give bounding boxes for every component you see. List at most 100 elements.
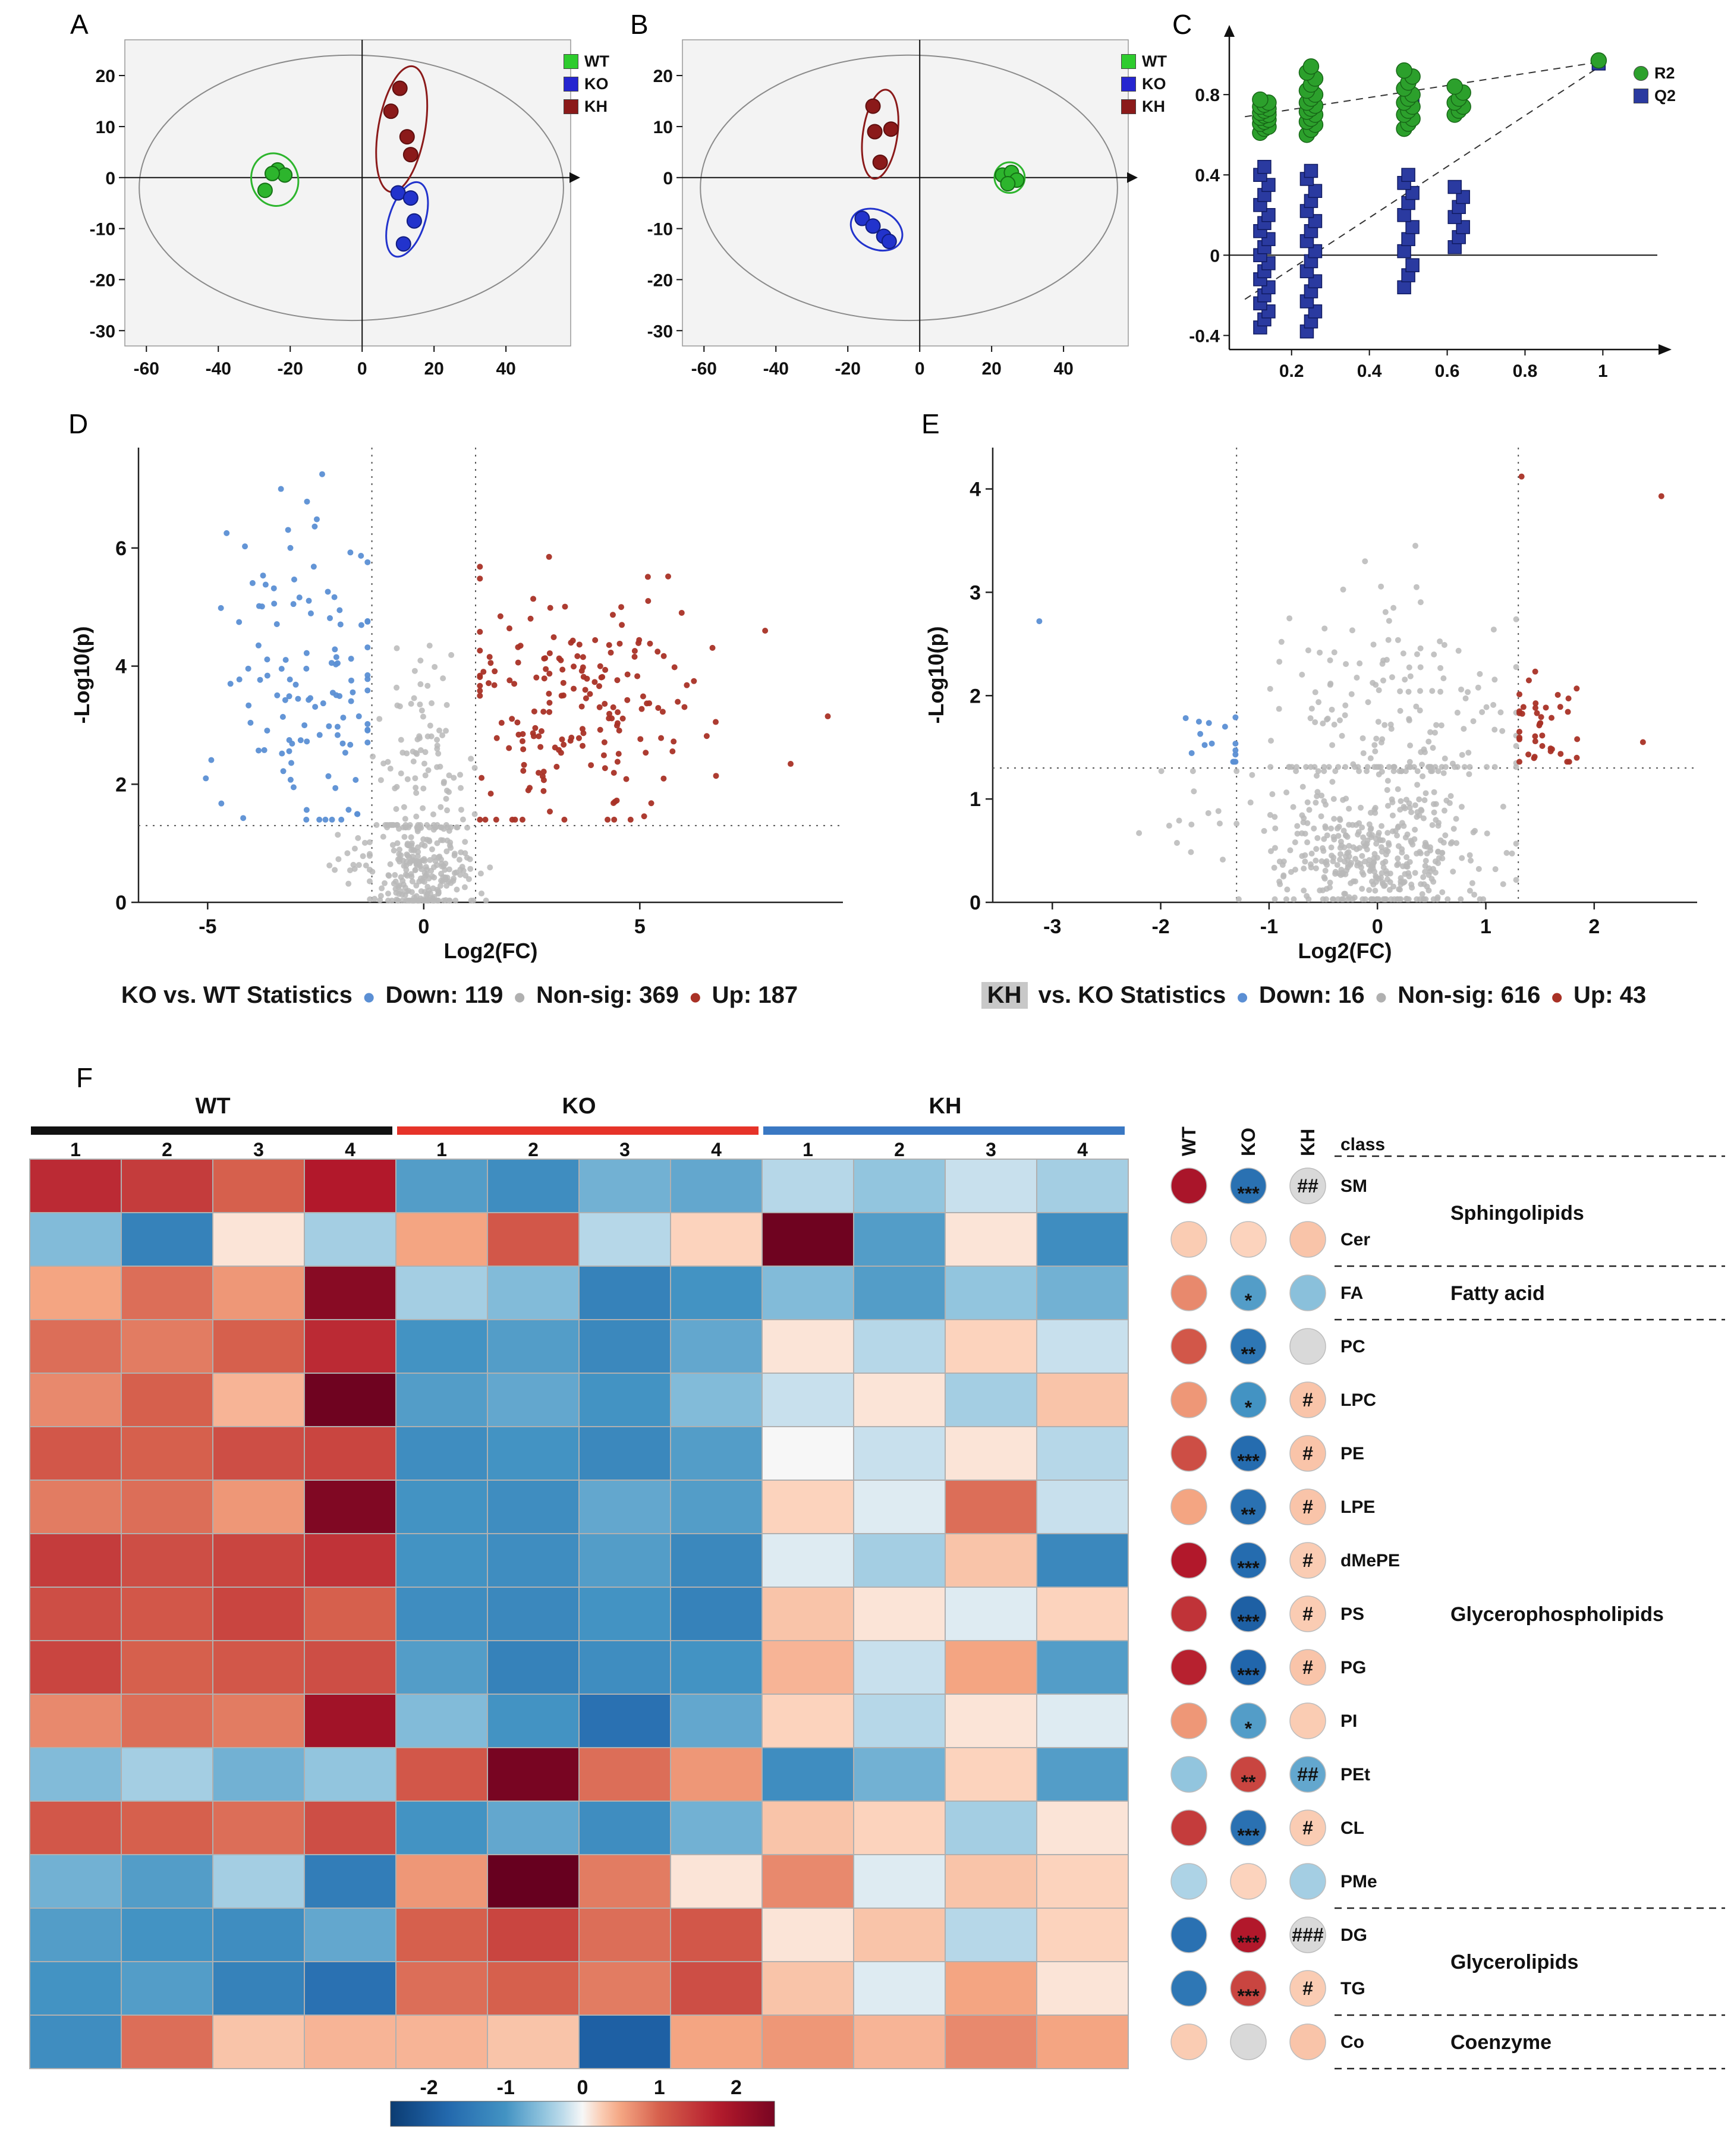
- caption-bullet-icon: •: [363, 978, 375, 1016]
- group-ellipse-KH: [861, 89, 899, 180]
- svg-text:***: ***: [1237, 1985, 1260, 2007]
- svg-text:-20: -20: [647, 270, 673, 290]
- svg-text:6: 6: [115, 537, 127, 560]
- regression-dashed-line: [1245, 61, 1603, 118]
- score-plot-b: -60 -40 -20 0 20 40 20 10 0 -10 -20 -30: [647, 39, 1138, 379]
- group-ellipse-KO: [385, 181, 429, 258]
- svg-text:0: 0: [970, 892, 981, 914]
- caption-title: KO vs. WT Statistics: [121, 982, 353, 1008]
- svg-text:3: 3: [970, 581, 981, 604]
- svg-text:0: 0: [915, 359, 925, 379]
- svg-text:-0.4: -0.4: [1189, 326, 1220, 346]
- svg-text:#: #: [1302, 1496, 1313, 1518]
- svg-text:0: 0: [115, 892, 127, 914]
- score-points-WT: [995, 165, 1025, 192]
- svg-text:PG: PG: [1340, 1658, 1366, 1677]
- legend-item: WT: [564, 52, 609, 71]
- svg-text:SM: SM: [1340, 1176, 1367, 1196]
- svg-text:Fatty acid: Fatty acid: [1450, 1282, 1545, 1305]
- svg-text:PMe: PMe: [1340, 1872, 1377, 1891]
- svg-text:10: 10: [653, 118, 673, 137]
- legend-item: WT: [1121, 52, 1167, 71]
- svg-text:4: 4: [115, 656, 127, 678]
- panel-label-b: B: [630, 9, 649, 40]
- legend-label: R2: [1654, 64, 1675, 82]
- svg-text:2: 2: [894, 1139, 905, 1160]
- score-points-KO: [854, 210, 897, 250]
- volcano-plot-e: -3 -2 -1 0 1 2 0 1 2 3 4 Log2(FC) -Log10(p): [924, 448, 1697, 963]
- svg-text:2: 2: [115, 773, 127, 796]
- caption-stat: Up: 43: [1573, 982, 1647, 1008]
- volcano-points-down: [1036, 618, 1239, 765]
- svg-text:1: 1: [654, 2076, 665, 2099]
- caption-stat: Non-sig: 616: [1398, 982, 1541, 1008]
- y-axis-arrow-icon: [1224, 25, 1235, 37]
- svg-text:10: 10: [96, 118, 115, 137]
- svg-text:2: 2: [1588, 915, 1600, 938]
- svg-text:1: 1: [970, 788, 981, 811]
- svg-text:-30: -30: [647, 322, 673, 341]
- legend-label: Q2: [1654, 87, 1676, 105]
- volcano-points-nonsig: [326, 643, 493, 904]
- svg-text:20: 20: [424, 359, 443, 379]
- group-bar-KH: [763, 1126, 1125, 1135]
- svg-text:20: 20: [96, 67, 115, 86]
- svg-text:1: 1: [1598, 361, 1608, 381]
- svg-text:Coenzyme: Coenzyme: [1450, 2031, 1552, 2054]
- class-dot-matrix: *** ##**** #*** #** #*** #*** #*** #*** ##*** #**…: [1170, 1167, 1326, 2060]
- svg-text:0.8: 0.8: [1513, 361, 1538, 381]
- caption-stat: Down: 16: [1258, 982, 1365, 1008]
- group-ellipse-WT: [250, 152, 300, 207]
- svg-text:0: 0: [577, 2076, 589, 2099]
- legend-a: WT KO KH: [564, 52, 609, 116]
- svg-text:FA: FA: [1340, 1283, 1363, 1303]
- score-plot-a: -60 -40 -20 0 20 40 20 10 0 -10 -20 -30: [90, 39, 580, 379]
- svg-text:#: #: [1302, 1550, 1313, 1571]
- svg-text:1: 1: [436, 1139, 447, 1160]
- caption-bullet-icon: •: [689, 978, 701, 1016]
- svg-text:###: ###: [1292, 1924, 1324, 1946]
- svg-text:-2: -2: [1151, 915, 1169, 938]
- svg-text:Co: Co: [1340, 2032, 1364, 2052]
- svg-text:*: *: [1245, 1290, 1252, 1311]
- legend-item: KH: [564, 97, 609, 116]
- svg-text:0.4: 0.4: [1195, 166, 1220, 185]
- legend-item: R2: [1634, 64, 1676, 83]
- permutation-plot-c: 0.8 0.4 0 -0.4 0.2 0.4 0.6 0.8 1: [1189, 25, 1672, 381]
- caption-bullet-icon: •: [514, 978, 525, 1016]
- svg-text:-10: -10: [647, 220, 673, 240]
- hotelling-ellipse: [700, 54, 1118, 322]
- legend-b: WT KO KH: [1121, 52, 1167, 116]
- svg-text:Log2(FC): Log2(FC): [444, 939, 538, 963]
- svg-text:***: ***: [1237, 1664, 1260, 1686]
- caption-title: KH: [981, 982, 1028, 1009]
- score-points-KO: [390, 185, 422, 252]
- svg-text:2: 2: [528, 1139, 539, 1160]
- svg-text:##: ##: [1297, 1764, 1318, 1785]
- svg-text:4: 4: [970, 479, 981, 501]
- svg-text:0: 0: [1210, 246, 1220, 266]
- square-swatch-icon: [564, 99, 578, 114]
- svg-text:-2: -2: [420, 2076, 438, 2099]
- svg-text:40: 40: [1053, 359, 1073, 379]
- svg-text:Glycerolipids: Glycerolipids: [1450, 1951, 1578, 1974]
- svg-text:#: #: [1302, 1389, 1313, 1411]
- svg-text:LPE: LPE: [1340, 1497, 1375, 1517]
- caption-stat: Down: 119: [385, 982, 503, 1008]
- svg-text:0.8: 0.8: [1195, 86, 1220, 105]
- svg-text:0: 0: [1372, 915, 1383, 938]
- perm-points-Q2: [1253, 56, 1606, 339]
- svg-text:-Log10(p): -Log10(p): [924, 627, 948, 724]
- perm-points-R2: [1252, 52, 1607, 143]
- svg-text:***: ***: [1237, 1932, 1260, 1953]
- svg-text:CL: CL: [1340, 1818, 1364, 1838]
- caption-bullet-icon: •: [1551, 978, 1563, 1016]
- group-ellipse-KO: [849, 207, 904, 252]
- legend-label: KH: [1142, 97, 1165, 115]
- svg-text:-40: -40: [763, 359, 789, 379]
- svg-text:-60: -60: [691, 359, 717, 379]
- svg-text:KO: KO: [562, 1094, 596, 1119]
- svg-text:**: **: [1241, 1343, 1256, 1365]
- square-swatch-icon: [564, 77, 578, 92]
